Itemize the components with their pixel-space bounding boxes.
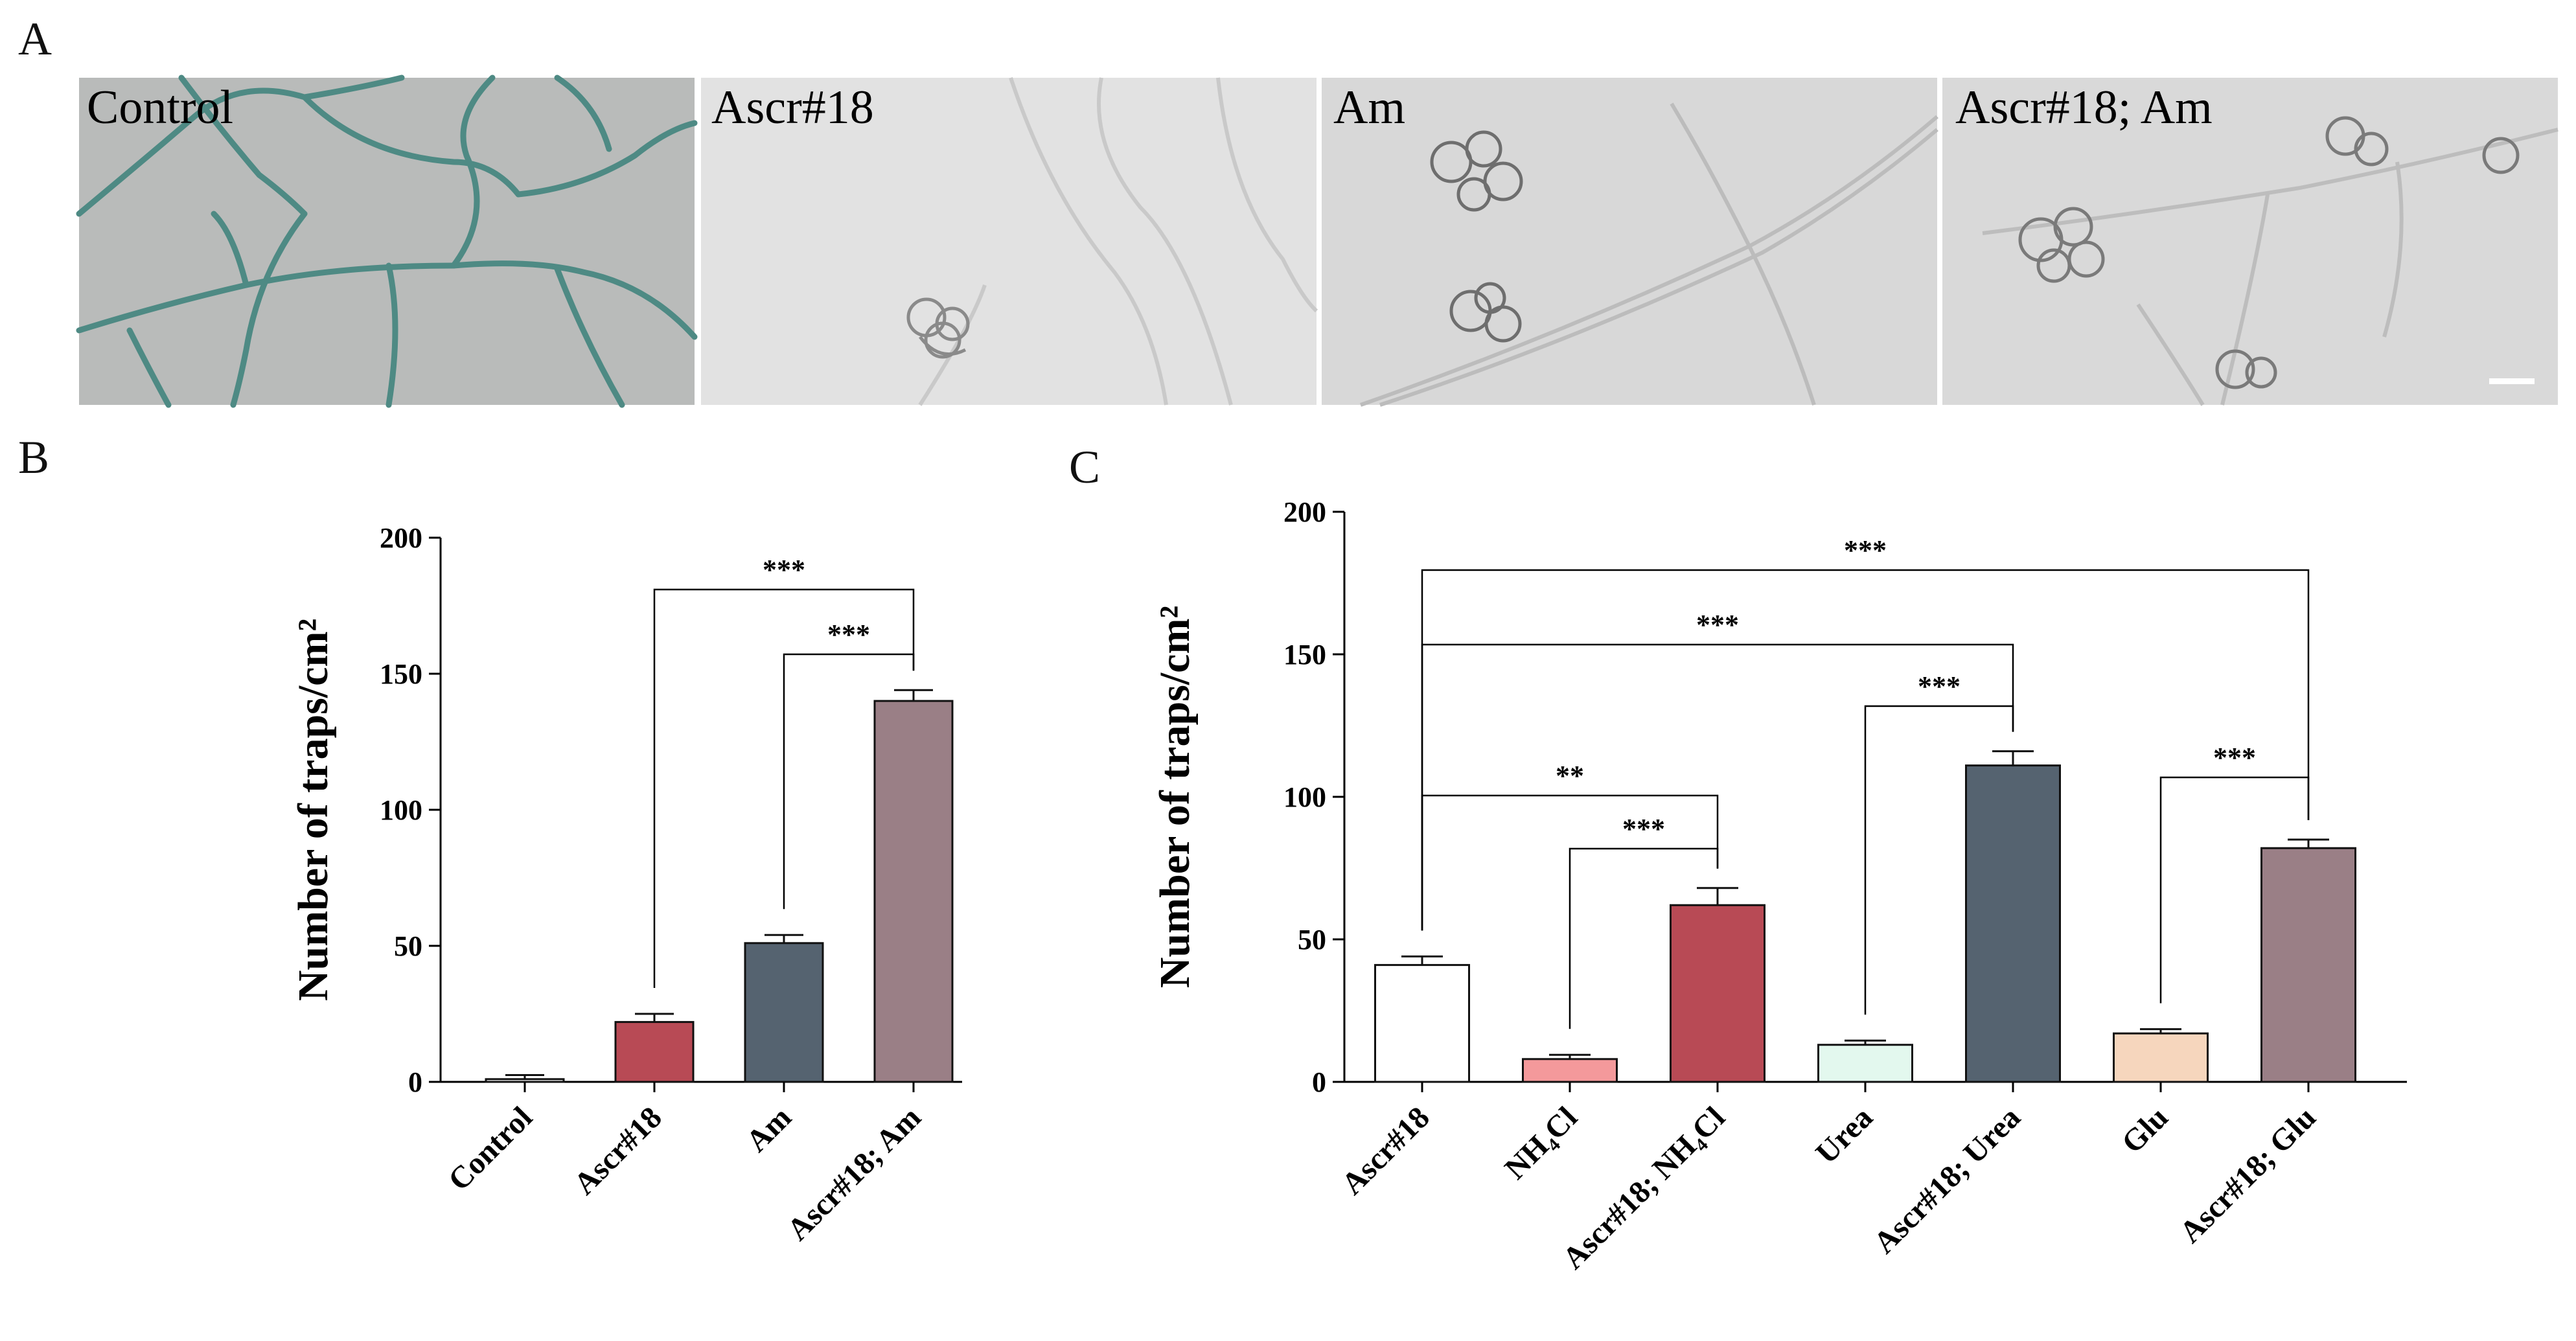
y-tick-label: 0	[1312, 1066, 1326, 1098]
hyphae-network	[76, 74, 698, 408]
hyphae-faint	[1360, 102, 1938, 407]
significance-bracket	[2159, 776, 2310, 1003]
hyphae-faint	[1982, 128, 2559, 406]
significance-bracket	[783, 653, 915, 910]
micrograph-ascr18-am-field	[1942, 78, 2558, 405]
trap-clusters	[2018, 116, 2520, 389]
bar	[2260, 847, 2356, 1083]
significance-bracket	[1569, 847, 1719, 1029]
y-tick-label: 0	[408, 1066, 422, 1098]
panel-letter-b: B	[18, 431, 49, 483]
micrograph-ascr18-am: Ascr#18; Am	[1942, 78, 2559, 406]
significance-label: ***	[1622, 813, 1665, 845]
y-tick-label: 150	[1283, 639, 1326, 670]
y-tick-label: 50	[394, 930, 422, 962]
micrograph-label-control: Control	[87, 81, 233, 134]
micrograph-label-ascr18-am: Ascr#18; Am	[1955, 81, 2213, 134]
y-tick-label: 100	[380, 794, 422, 826]
trap-clusters	[1430, 130, 1523, 343]
bar	[614, 1021, 695, 1083]
bar	[1670, 904, 1765, 1083]
scale-bar	[2489, 378, 2535, 384]
panel-letter-c: C	[1069, 441, 1100, 493]
significance-label: ***	[1844, 534, 1887, 566]
bar	[485, 1078, 565, 1083]
significance-label: ***	[1918, 670, 1961, 702]
y-tick-label: 50	[1298, 924, 1326, 956]
significance-label: ***	[1696, 609, 1739, 641]
micrograph-ascr18: Ascr#18	[701, 77, 1318, 406]
bar	[744, 942, 824, 1083]
bar	[1965, 764, 2061, 1083]
bar	[873, 700, 954, 1083]
significance-label: ***	[2213, 742, 2256, 774]
significance-bracket	[1421, 794, 1719, 931]
panel-letter-a: A	[18, 13, 52, 65]
y-axis-title: Number of traps/cm²	[290, 619, 337, 1002]
bar	[1817, 1044, 1913, 1083]
micrograph-am-field	[1322, 78, 1937, 405]
y-tick-label: 150	[380, 658, 422, 690]
micrograph-am: Am	[1322, 78, 1938, 407]
bar	[1374, 964, 1470, 1083]
trap-cluster	[906, 297, 970, 359]
panel-a-micrographs: Control Ascr#18	[76, 74, 2559, 408]
y-tick-label: 100	[1283, 781, 1326, 813]
micrograph-label-am: Am	[1333, 81, 1405, 134]
y-tick-label: 200	[1283, 496, 1326, 528]
significance-label: **	[1556, 760, 1584, 792]
significance-label: ***	[827, 619, 870, 650]
significance-bracket	[1864, 705, 2014, 1015]
bar	[2113, 1032, 2209, 1083]
micrograph-label-ascr18: Ascr#18	[711, 81, 874, 134]
y-tick-label: 200	[380, 522, 422, 554]
bar	[1522, 1058, 1618, 1083]
significance-bracket	[653, 588, 915, 988]
micrograph-control: Control	[76, 74, 698, 408]
significance-label: ***	[763, 554, 805, 586]
significance-bracket	[1421, 643, 2014, 931]
y-axis-title: Number of traps/cm²	[1151, 606, 1199, 989]
